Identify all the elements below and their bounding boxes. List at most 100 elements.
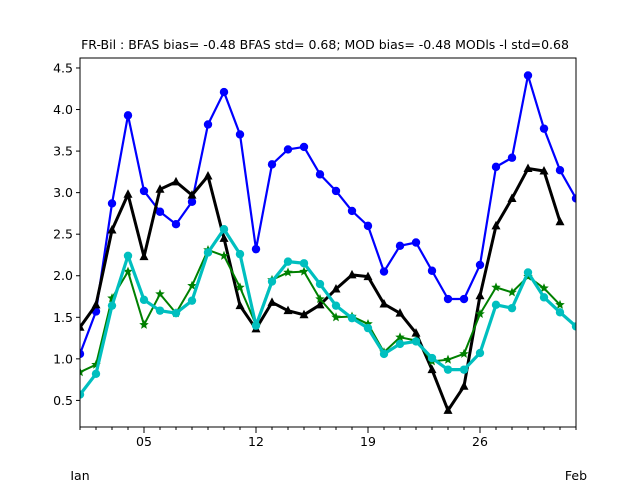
- data-point: [107, 293, 117, 303]
- data-point: [155, 306, 165, 315]
- data-point: [347, 269, 357, 279]
- data-point: [507, 193, 517, 202]
- plot-area: [80, 71, 576, 414]
- series-line: [80, 167, 562, 412]
- data-point: [475, 348, 485, 358]
- data-point: [107, 301, 117, 310]
- data-point: [315, 294, 325, 304]
- series-line: [80, 227, 576, 396]
- data-point: [507, 287, 517, 297]
- data-point: [267, 277, 277, 286]
- data-point: [171, 308, 181, 318]
- y-tick-label: 2.0: [53, 268, 73, 283]
- data-point: [283, 267, 293, 277]
- series-2: [80, 244, 565, 377]
- data-point: [299, 309, 309, 319]
- data-point: [107, 225, 117, 234]
- data-point: [299, 266, 309, 276]
- data-point: [187, 190, 197, 199]
- chart-title: FR-Bil : BFAS bias= -0.48 BFAS std= 0.68…: [81, 37, 569, 52]
- data-point: [363, 221, 373, 231]
- data-point: [267, 297, 277, 306]
- data-point: [347, 313, 357, 323]
- data-point: [235, 300, 245, 310]
- data-point: [155, 184, 165, 193]
- data-point: [91, 299, 101, 309]
- data-point: [283, 305, 293, 315]
- data-point: [491, 220, 501, 230]
- data-point: [283, 145, 293, 154]
- data-point: [139, 251, 149, 261]
- data-point: [459, 365, 469, 374]
- y-tick-label: 3.5: [53, 144, 73, 159]
- data-point: [411, 238, 421, 247]
- x-tick-label: 05: [136, 434, 152, 449]
- data-point: [475, 260, 485, 270]
- data-point: [539, 283, 549, 293]
- data-point: [139, 295, 149, 305]
- data-point: [91, 369, 101, 379]
- data-point: [395, 308, 405, 317]
- x-tick-label: 26: [472, 434, 488, 449]
- data-point: [491, 162, 501, 172]
- data-point: [443, 405, 453, 414]
- y-axis: 0.5 1.0 1.5 2.0 2.5 3.0 3.5 4.0 4.5: [53, 60, 80, 408]
- x-tick-label: 19: [360, 434, 376, 449]
- data-point: [80, 390, 85, 399]
- data-point: [379, 349, 389, 359]
- axes-frame: [79, 57, 577, 428]
- data-point: [427, 266, 437, 275]
- data-point: [203, 171, 213, 180]
- data-point: [395, 332, 405, 342]
- data-point: [235, 130, 245, 139]
- series-line: [80, 248, 561, 374]
- data-point: [187, 296, 197, 305]
- data-point: [123, 111, 133, 120]
- data-point: [539, 166, 549, 175]
- data-point: [267, 160, 277, 169]
- data-point: [315, 279, 325, 289]
- data-point: [219, 250, 229, 260]
- data-point: [80, 349, 85, 359]
- x-month-label: Feb: [565, 468, 587, 480]
- data-point: [187, 280, 197, 290]
- x-axis: 05 12 19 26 Jan Feb: [69, 427, 587, 480]
- y-tick-label: 4.5: [53, 60, 73, 75]
- data-point: [283, 257, 293, 266]
- data-point: [363, 271, 373, 281]
- data-point: [315, 299, 325, 309]
- data-point: [459, 348, 469, 358]
- data-point: [411, 337, 421, 346]
- data-point: [251, 244, 261, 254]
- x-month-label: Jan: [69, 468, 89, 480]
- data-point: [443, 365, 453, 374]
- data-point: [155, 289, 165, 299]
- data-point: [523, 71, 533, 80]
- data-point: [555, 299, 565, 309]
- series-1: [80, 163, 565, 414]
- data-point: [379, 299, 389, 308]
- data-point: [427, 364, 437, 374]
- data-point: [395, 339, 405, 349]
- data-point: [539, 124, 549, 133]
- data-point: [299, 259, 309, 268]
- data-point: [475, 290, 485, 300]
- data-point: [187, 197, 197, 206]
- data-point: [203, 120, 213, 129]
- y-tick-label: 1.0: [53, 351, 73, 366]
- data-point: [555, 216, 565, 226]
- series-3: [80, 225, 576, 399]
- data-point: [155, 207, 165, 216]
- data-point: [571, 194, 576, 203]
- data-point: [80, 322, 85, 331]
- data-point: [251, 321, 261, 330]
- data-point: [555, 165, 565, 175]
- data-point: [235, 282, 245, 292]
- data-point: [331, 284, 341, 293]
- data-point: [459, 294, 469, 304]
- data-point: [555, 308, 565, 317]
- data-point: [91, 359, 101, 369]
- data-point: [331, 301, 341, 310]
- data-point: [219, 225, 229, 234]
